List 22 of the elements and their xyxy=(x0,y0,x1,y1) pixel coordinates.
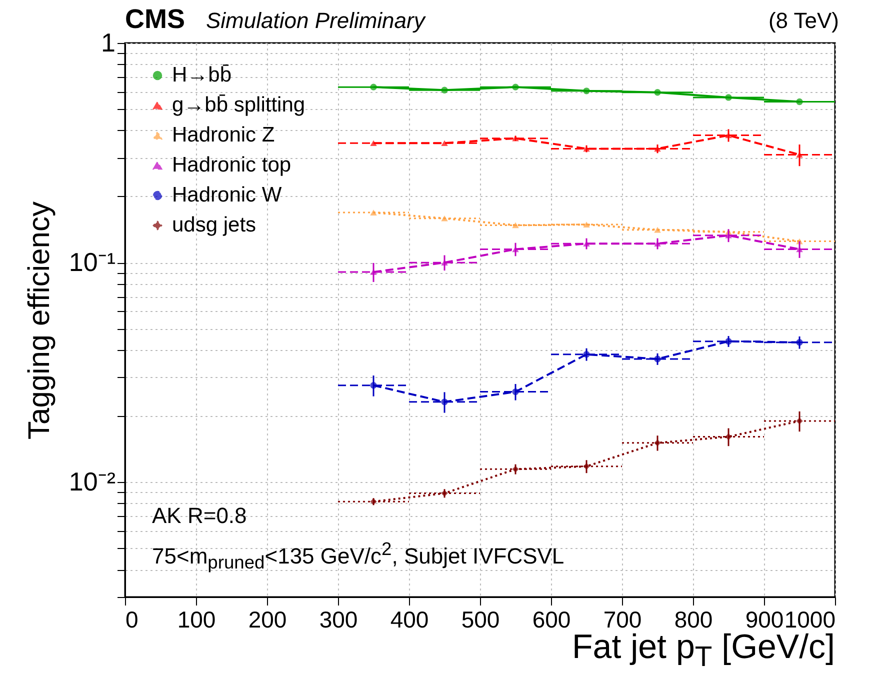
x-tick-label: 200 xyxy=(248,606,287,632)
legend-label: g→bb̄ splitting xyxy=(172,94,306,116)
text: (8 TeV) xyxy=(768,8,839,34)
y-tick-label: 10⁻¹ xyxy=(68,247,116,278)
x-tick-label: 300 xyxy=(319,606,358,632)
text: CMS xyxy=(125,4,185,35)
legend-label: H→bb̄ xyxy=(172,64,232,86)
x-tick-label: 500 xyxy=(461,606,500,632)
x-tick-label: 400 xyxy=(390,606,429,632)
text: Simulation Preliminary xyxy=(206,8,425,34)
legend-label: Hadronic top xyxy=(172,154,292,176)
legend-label: Hadronic W xyxy=(172,184,282,206)
annotation: 75<m$_{pruned}$<135 GeV/c$^{2}$, Subjet IVFCSVL xyxy=(152,538,564,574)
x-tick-label: 600 xyxy=(532,606,571,632)
y-tick-label: 1 xyxy=(101,28,116,58)
legend-label: udsg jets xyxy=(172,214,256,236)
y-axis-title: Tagging efficiency xyxy=(22,202,56,440)
x-tick-label: 100 xyxy=(177,606,216,632)
annotation: AK R=0.8 xyxy=(152,503,247,529)
y-tick-label: 10⁻² xyxy=(68,466,116,497)
legend-label: Hadronic Z xyxy=(172,124,275,146)
x-tick-label: 0 xyxy=(126,606,138,632)
